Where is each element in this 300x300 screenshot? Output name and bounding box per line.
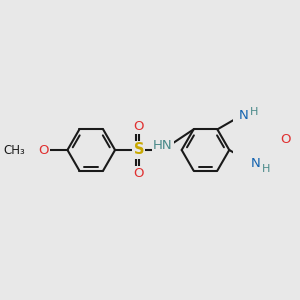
Text: N: N: [239, 109, 248, 122]
Text: HN: HN: [153, 139, 172, 152]
Text: H: H: [261, 164, 270, 174]
Text: O: O: [280, 133, 291, 146]
Text: H: H: [250, 107, 258, 117]
Text: CH₃: CH₃: [3, 143, 25, 157]
Text: S: S: [134, 142, 144, 158]
Text: O: O: [134, 120, 144, 133]
Text: O: O: [38, 143, 49, 157]
Text: N: N: [250, 157, 260, 170]
Text: O: O: [134, 167, 144, 180]
